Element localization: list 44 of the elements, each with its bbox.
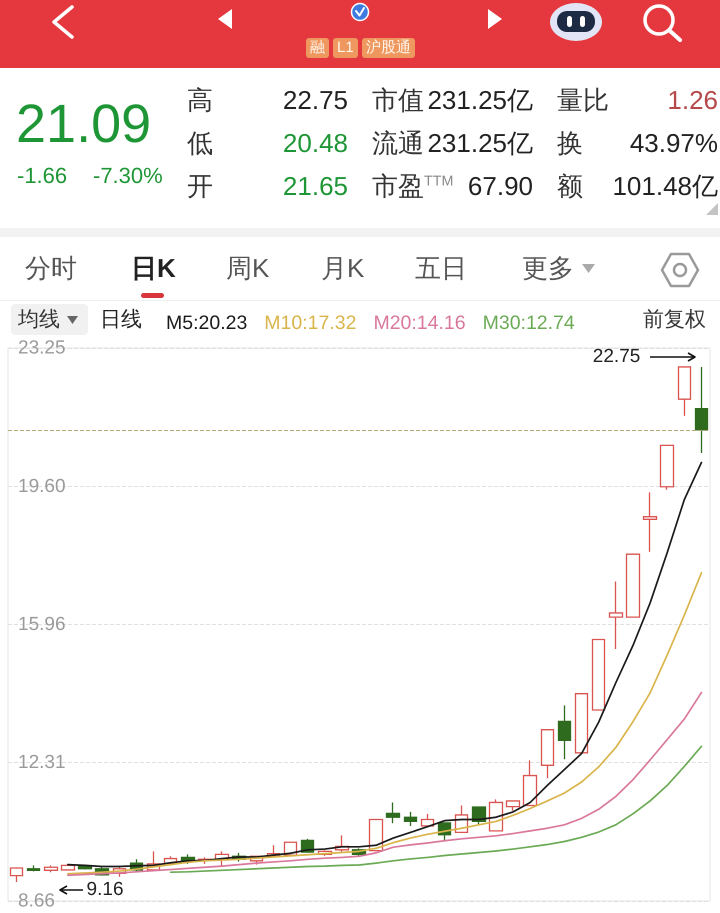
text: M20:14.16 bbox=[373, 312, 466, 334]
text: 22.75 bbox=[282, 85, 348, 117]
text: -1.66 bbox=[17, 162, 68, 190]
text: 21.65 bbox=[282, 171, 348, 203]
text: 市值 bbox=[372, 85, 424, 117]
text: 日线 bbox=[100, 307, 142, 333]
y-tick-label: 19.60 bbox=[18, 476, 66, 497]
y-tick-label: 15.96 bbox=[18, 614, 66, 635]
annotation: 22.75 bbox=[592, 346, 640, 368]
text: 分时 bbox=[25, 253, 77, 285]
text: 67.90 bbox=[468, 171, 533, 203]
text: 流通 bbox=[372, 128, 424, 160]
text: 高 bbox=[187, 85, 213, 117]
text: -7.30% bbox=[93, 162, 163, 190]
text: 市盈$^{TTM}$ bbox=[372, 171, 454, 203]
text: 43.97% bbox=[630, 128, 718, 160]
y-tick-label: 12.31 bbox=[18, 752, 66, 774]
y-tick-label: 8.66 bbox=[18, 890, 55, 912]
text: 101.48亿 bbox=[612, 171, 718, 203]
text: 量比 bbox=[557, 85, 609, 117]
text: 均线 bbox=[18, 307, 60, 333]
text: 融 bbox=[306, 38, 329, 58]
text: 21.09 bbox=[16, 92, 152, 156]
text: M10:17.32 bbox=[264, 312, 356, 334]
text: 周K bbox=[226, 253, 270, 285]
text: 开 bbox=[187, 171, 213, 203]
text: 低 bbox=[187, 128, 213, 160]
text: 沪股通 bbox=[362, 38, 415, 58]
text: 1.26 bbox=[667, 85, 718, 117]
text: 更多 bbox=[522, 253, 574, 285]
text: 前复权 bbox=[643, 307, 706, 333]
text: 日K bbox=[131, 253, 176, 285]
annotation: 9.16 bbox=[86, 878, 124, 902]
text: L1 bbox=[333, 38, 358, 58]
text: 231.25亿 bbox=[427, 128, 533, 160]
text: M5:20.23 bbox=[166, 312, 248, 334]
text: 五日 bbox=[415, 253, 467, 285]
text: 231.25亿 bbox=[427, 85, 533, 117]
text: 月K bbox=[321, 253, 364, 285]
text: 换 bbox=[557, 128, 583, 160]
y-tick-label: 23.25 bbox=[18, 338, 66, 358]
text: M30:12.74 bbox=[482, 312, 575, 334]
text: 20.48 bbox=[282, 128, 348, 160]
text: 额 bbox=[557, 171, 583, 203]
